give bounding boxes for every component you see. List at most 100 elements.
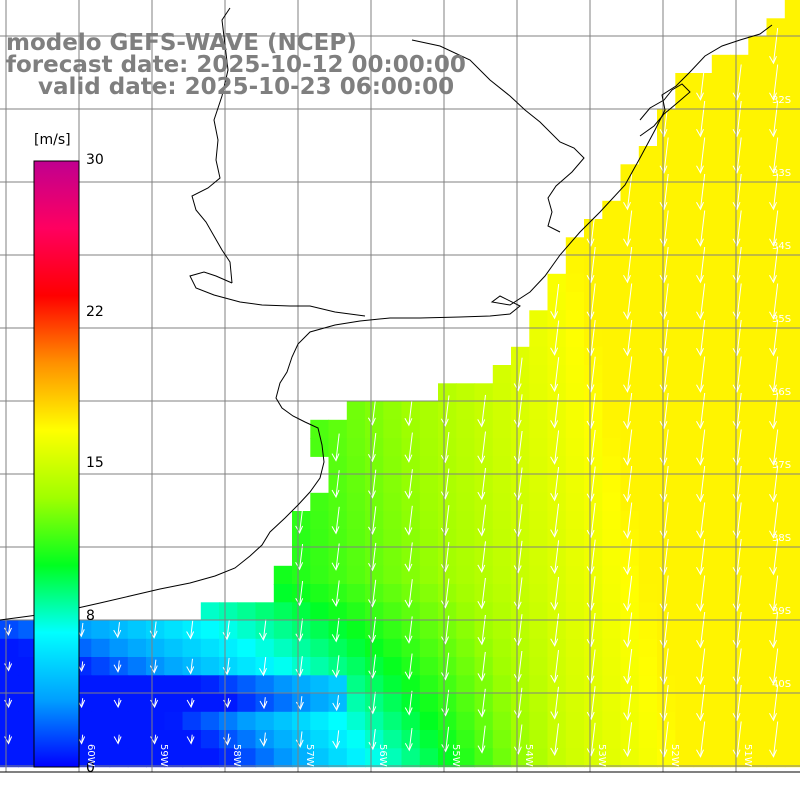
wind-arrow	[477, 431, 486, 464]
wind-speed-cell	[456, 602, 476, 622]
wind-speed-cell	[474, 419, 494, 439]
wind-speed-cell	[784, 620, 800, 640]
wind-speed-cell	[602, 565, 622, 585]
wind-speed-cell	[237, 711, 257, 731]
wind-arrow	[769, 502, 779, 539]
wind-arrow	[550, 576, 560, 611]
wind-speed-cell	[675, 693, 695, 713]
wind-speed-cell	[365, 711, 384, 731]
wind-speed-cell	[91, 748, 111, 768]
wind-arrow	[295, 618, 304, 642]
wind-speed-cell	[711, 620, 731, 640]
wind-speed-cell	[492, 547, 512, 567]
wind-speed-cell	[127, 693, 147, 713]
wind-speed-cell	[529, 401, 549, 421]
wind-speed-cell	[675, 109, 695, 129]
wind-speed-cell	[675, 584, 695, 603]
wind-speed-cell	[419, 511, 439, 530]
wind-speed-cell	[401, 456, 421, 476]
wind-speed-cell	[565, 711, 585, 731]
wind-arrow	[332, 730, 341, 750]
wind-speed-cell	[401, 748, 421, 768]
wind-arrow	[550, 320, 560, 356]
wind-arrow	[258, 619, 267, 642]
wind-speed-cell	[784, 419, 800, 439]
wind-speed-cell	[383, 730, 403, 749]
wind-arrow	[769, 283, 779, 320]
wind-speed-cell	[565, 273, 585, 293]
wind-speed-cell	[547, 529, 567, 549]
wind-arrow	[696, 684, 706, 722]
wind-speed-cell	[784, 36, 800, 56]
wind-speed-cell	[748, 638, 768, 658]
wind-speed-cell	[638, 292, 658, 311]
wind-speed-cell	[675, 219, 695, 238]
wind-speed-cell	[346, 401, 366, 421]
wind-speed-cell	[456, 492, 476, 512]
wind-speed-cell	[565, 255, 585, 275]
wind-arrow	[404, 432, 413, 463]
wind-speed-cell	[182, 748, 202, 768]
wind-speed-cell	[565, 657, 585, 676]
wind-speed-cell	[675, 127, 695, 147]
wind-arrow	[659, 502, 669, 539]
wind-speed-cell	[438, 456, 457, 476]
wind-speed-cell	[328, 529, 348, 549]
wind-speed-cell	[419, 529, 439, 549]
wind-speed-cell	[127, 620, 147, 640]
wind-speed-cell	[547, 492, 567, 512]
wind-arrow	[441, 652, 450, 681]
wind-speed-cell	[784, 109, 800, 129]
wind-speed-cell	[18, 638, 38, 658]
wind-arrow	[586, 320, 596, 357]
wind-speed-cell	[711, 310, 731, 330]
wind-speed-cell	[200, 638, 220, 658]
wind-speed-cell	[620, 711, 640, 731]
wind-speed-cell	[365, 456, 384, 476]
wind-speed-cell	[492, 657, 512, 676]
wind-speed-cell	[492, 730, 512, 749]
colorbar-tick-label: 15	[86, 455, 104, 471]
wind-speed-cell	[419, 657, 439, 676]
lon-label: 58W	[231, 744, 242, 767]
wind-speed-cell	[675, 383, 695, 403]
wind-speed-cell	[328, 675, 348, 695]
wind-speed-cell	[565, 292, 585, 311]
wind-arrow	[550, 466, 560, 502]
wind-speed-cell	[456, 711, 476, 731]
wind-speed-cell	[529, 365, 549, 384]
wind-speed-cell	[310, 547, 330, 567]
wind-speed-cell	[638, 602, 658, 622]
colorbar	[33, 160, 80, 768]
wind-speed-cell	[711, 219, 731, 238]
wind-arrow	[696, 283, 706, 320]
wind-speed-cell	[529, 657, 549, 676]
wind-speed-cell	[127, 748, 147, 768]
lon-label: 59W	[158, 744, 169, 767]
wind-speed-cell	[784, 310, 800, 330]
wind-speed-cell	[91, 620, 111, 640]
wind-arrow	[368, 654, 377, 679]
wind-arrow	[586, 686, 596, 721]
wind-arrow	[513, 357, 523, 392]
wind-speed-cell	[675, 237, 695, 257]
wind-speed-cell	[784, 748, 800, 768]
wind-speed-cell	[365, 675, 384, 695]
wind-speed-cell	[200, 602, 220, 622]
wind-speed-cell	[748, 219, 768, 238]
wind-speed-cell	[711, 438, 731, 457]
wind-speed-cell	[310, 638, 330, 658]
wind-speed-cell	[565, 565, 585, 585]
model-title: modelo GEFS-WAVE (NCEP)	[6, 30, 357, 56]
wind-speed-cell	[784, 730, 800, 749]
wind-speed-cell	[492, 620, 512, 640]
wind-speed-cell	[748, 511, 768, 530]
colorbar-tick-label: 30	[86, 152, 104, 168]
wind-speed-cell	[711, 730, 731, 749]
wind-speed-cell	[784, 255, 800, 275]
wind-speed-cell	[602, 730, 622, 749]
wind-speed-cell	[638, 164, 658, 184]
wind-speed-cell	[346, 584, 366, 603]
wind-speed-cell	[383, 711, 403, 731]
